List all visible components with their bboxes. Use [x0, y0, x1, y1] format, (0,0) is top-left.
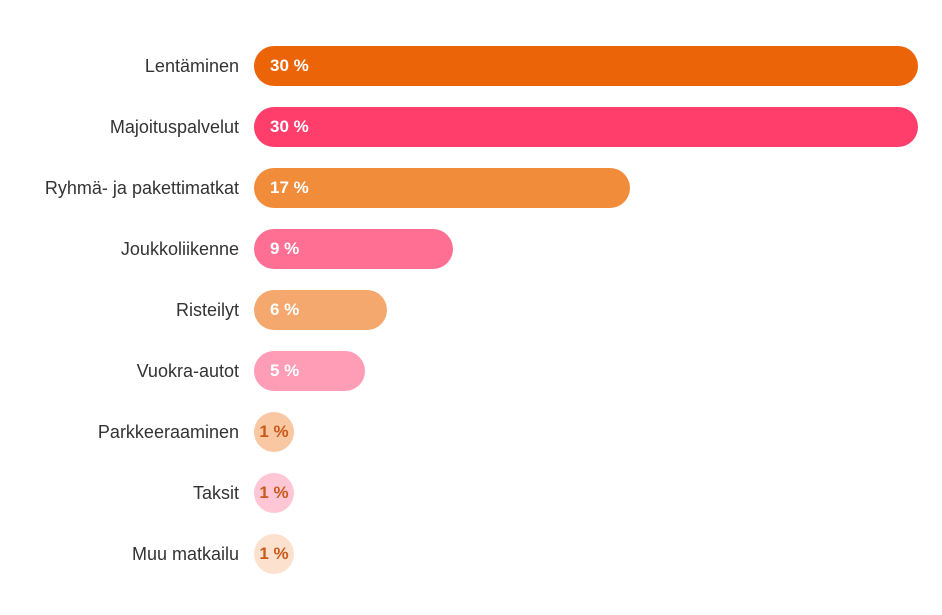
bar-value: 6 %: [270, 300, 299, 320]
bar-row: Joukkoliikenne 9 %: [0, 229, 942, 269]
bar-label: Majoituspalvelut: [0, 117, 254, 138]
bar-track: 1 %: [254, 412, 918, 452]
bar-value: 1 %: [259, 483, 288, 503]
bar-value: 30 %: [270, 117, 309, 137]
bar-value: 1 %: [259, 422, 288, 442]
bar-track: 30 %: [254, 107, 918, 147]
bar-value: 30 %: [270, 56, 309, 76]
bar-value: 17 %: [270, 178, 309, 198]
bar-row: Vuokra-autot 5 %: [0, 351, 942, 391]
bar: 6 %: [254, 290, 387, 330]
bar-row: Risteilyt 6 %: [0, 290, 942, 330]
bar-label: Vuokra-autot: [0, 361, 254, 382]
bar: 1 %: [254, 412, 294, 452]
bar: 30 %: [254, 107, 918, 147]
bar-label: Joukkoliikenne: [0, 239, 254, 260]
bar: 1 %: [254, 473, 294, 513]
bar-track: 5 %: [254, 351, 918, 391]
bar-row: Parkkeeraaminen1 %: [0, 412, 942, 452]
bar-value: 1 %: [259, 544, 288, 564]
bar-label: Ryhmä- ja pakettimatkat: [0, 178, 254, 199]
bar-label: Lentäminen: [0, 56, 254, 77]
bar-label: Muu matkailu: [0, 544, 254, 565]
bar-label: Parkkeeraaminen: [0, 422, 254, 443]
horizontal-bar-chart: Lentäminen 30 % Majoituspalvelut 30 % Ryhmä-…: [0, 0, 942, 615]
bar: 5 %: [254, 351, 365, 391]
bar-label: Taksit: [0, 483, 254, 504]
bar-row: Muu matkailu1 %: [0, 534, 942, 574]
bar: 9 %: [254, 229, 453, 269]
bar-row: Lentäminen 30 %: [0, 46, 942, 86]
bar-track: 17 %: [254, 168, 918, 208]
bar-track: 1 %: [254, 534, 918, 574]
bar: 30 %: [254, 46, 918, 86]
bar-value: 9 %: [270, 239, 299, 259]
bar-label: Risteilyt: [0, 300, 254, 321]
bar-track: 1 %: [254, 473, 918, 513]
bar-track: 30 %: [254, 46, 918, 86]
bar-row: Ryhmä- ja pakettimatkat 17 %: [0, 168, 942, 208]
bar-track: 6 %: [254, 290, 918, 330]
bar-row: Taksit1 %: [0, 473, 942, 513]
bar-row: Majoituspalvelut 30 %: [0, 107, 942, 147]
bar: 1 %: [254, 534, 294, 574]
bar: 17 %: [254, 168, 630, 208]
bar-value: 5 %: [270, 361, 299, 381]
bar-track: 9 %: [254, 229, 918, 269]
